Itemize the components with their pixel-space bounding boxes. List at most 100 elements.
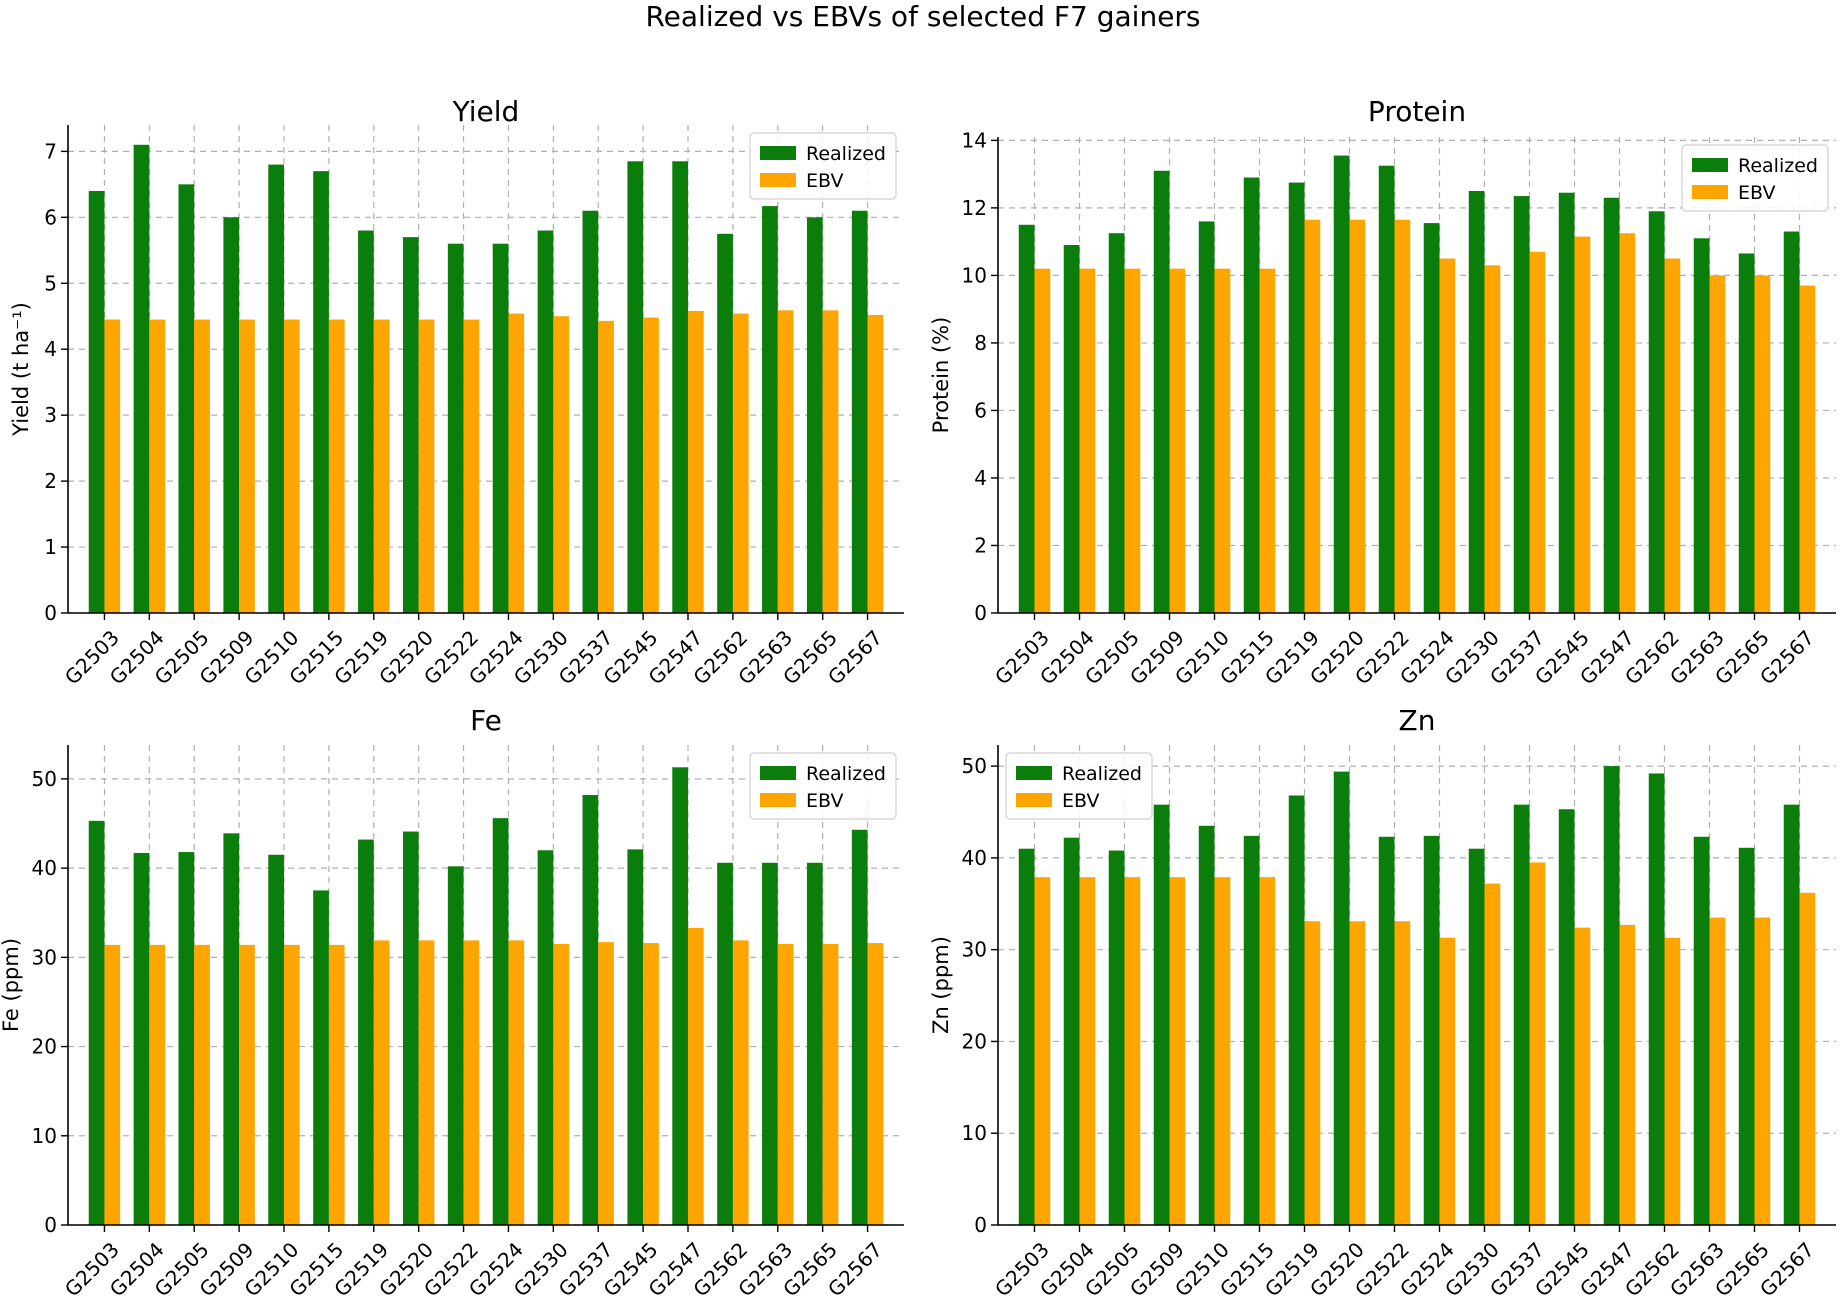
bar-ebv-g2504	[149, 944, 166, 1225]
bar-ebv-g2509	[1169, 877, 1186, 1225]
bar-realized-g2515	[1243, 177, 1260, 614]
y-tick-label: 14	[962, 128, 987, 152]
bar-ebv-g2505	[194, 944, 210, 1225]
bar-realized-g2545	[627, 849, 644, 1225]
bar-ebv-g2563	[1709, 275, 1726, 613]
bar-ebv-g2519	[373, 940, 390, 1225]
bar-realized-g2515	[313, 171, 329, 613]
bar-ebv-g2565	[1754, 275, 1771, 613]
bar-realized-g2565	[1738, 253, 1755, 613]
bar-ebv-g2505	[194, 319, 210, 613]
bar-ebv-g2519	[373, 319, 390, 613]
bar-realized-g2522	[447, 866, 464, 1225]
y-tick-label: 0	[44, 1213, 57, 1237]
bar-ebv-g2545	[1574, 927, 1591, 1225]
bar-ebv-g2545	[1574, 236, 1591, 613]
bar-realized-g2522	[447, 243, 464, 613]
legend-swatch-ebv	[1692, 185, 1728, 199]
bar-ebv-g2510	[284, 944, 300, 1225]
bar-ebv-g2505	[1124, 877, 1141, 1225]
bar-realized-g2537	[1513, 196, 1530, 614]
bar-realized-g2520	[402, 831, 419, 1225]
bar-ebv-g2562	[1664, 937, 1681, 1225]
bar-realized-g2503	[1018, 224, 1035, 613]
bar-ebv-g2530	[1484, 265, 1501, 613]
bar-realized-g2537	[1513, 804, 1530, 1225]
bar-ebv-g2537	[1529, 251, 1546, 613]
bar-ebv-g2565	[822, 943, 839, 1225]
legend-swatch-realized	[1016, 766, 1052, 780]
bar-realized-g2519	[358, 839, 374, 1225]
bar-realized-g2530	[537, 850, 554, 1225]
bar-ebv-g2524	[508, 940, 525, 1225]
y-tick-label: 30	[32, 945, 57, 969]
bar-ebv-g2520	[418, 319, 435, 613]
y-tick-label: 12	[962, 196, 987, 220]
y-tick-label: 4	[974, 466, 987, 490]
legend-label-ebv: EBV	[806, 790, 843, 812]
panel-title: Protein	[1368, 95, 1466, 128]
bar-realized-g2565	[1738, 847, 1755, 1225]
bar-realized-g2519	[1288, 182, 1305, 613]
bar-ebv-g2504	[1079, 877, 1096, 1225]
bar-ebv-g2522	[1394, 921, 1411, 1225]
panel-title: Zn	[1399, 704, 1436, 737]
bar-realized-g2505	[1108, 850, 1125, 1225]
bar-realized-g2547	[672, 161, 688, 613]
bar-ebv-g2537	[598, 320, 614, 613]
bar-ebv-g2515	[328, 319, 345, 613]
bar-realized-g2504	[1063, 245, 1080, 613]
bar-realized-g2504	[1063, 837, 1080, 1225]
bar-realized-g2510	[268, 854, 284, 1225]
legend: Realized EBV	[749, 752, 897, 820]
bar-realized-g2519	[358, 230, 374, 613]
bar-realized-g2503	[1018, 848, 1035, 1225]
bar-ebv-g2567	[1799, 285, 1816, 613]
bar-realized-g2524	[1423, 835, 1440, 1225]
bar-ebv-g2503	[1034, 268, 1051, 613]
bar-realized-g2524	[492, 818, 509, 1225]
y-tick-label: 2	[44, 469, 57, 493]
legend-swatch-realized	[760, 146, 796, 160]
bar-ebv-g2510	[1214, 877, 1231, 1225]
bar-ebv-g2520	[1349, 219, 1366, 613]
bar-realized-g2515	[313, 890, 329, 1225]
bar-ebv-g2520	[1349, 921, 1366, 1225]
bar-ebv-g2503	[1034, 877, 1051, 1225]
bar-realized-g2563	[762, 862, 778, 1225]
bar-realized-g2545	[627, 161, 644, 613]
bar-realized-g2563	[762, 206, 778, 613]
bar-realized-g2547	[1603, 766, 1620, 1225]
bar-realized-g2547	[1603, 197, 1620, 613]
bar-ebv-g2565	[1754, 917, 1771, 1225]
bar-realized-g2545	[1558, 809, 1575, 1225]
bar-realized-g2537	[582, 794, 599, 1225]
panel-title: Yield	[452, 95, 520, 128]
bar-realized-g2530	[537, 230, 554, 613]
figure-title: Realized vs EBVs of selected F7 gainers	[645, 0, 1200, 33]
bar-ebv-g2504	[149, 319, 166, 613]
y-tick-label: 10	[962, 263, 987, 287]
bar-ebv-g2545	[643, 317, 659, 613]
bar-ebv-g2567	[867, 314, 884, 613]
y-tick-label: 30	[962, 938, 987, 962]
bar-ebv-g2522	[463, 319, 480, 613]
bar-ebv-g2562	[732, 313, 749, 613]
bar-realized-g2530	[1468, 191, 1485, 613]
y-tick-label: 50	[962, 754, 987, 778]
bar-ebv-g2547	[1619, 233, 1636, 613]
bar-ebv-g2567	[867, 943, 884, 1225]
bar-realized-g2509	[1153, 170, 1170, 614]
bar-realized-g2520	[1333, 155, 1350, 613]
bar-ebv-g2530	[553, 316, 570, 613]
legend-label-ebv: EBV	[1738, 182, 1775, 204]
bar-realized-g2509	[223, 217, 240, 613]
panel-title: Fe	[470, 704, 502, 737]
bar-ebv-g2537	[1529, 862, 1546, 1225]
bar-ebv-g2520	[418, 940, 435, 1225]
bar-realized-g2567	[851, 829, 868, 1225]
bar-ebv-g2515	[328, 944, 345, 1225]
